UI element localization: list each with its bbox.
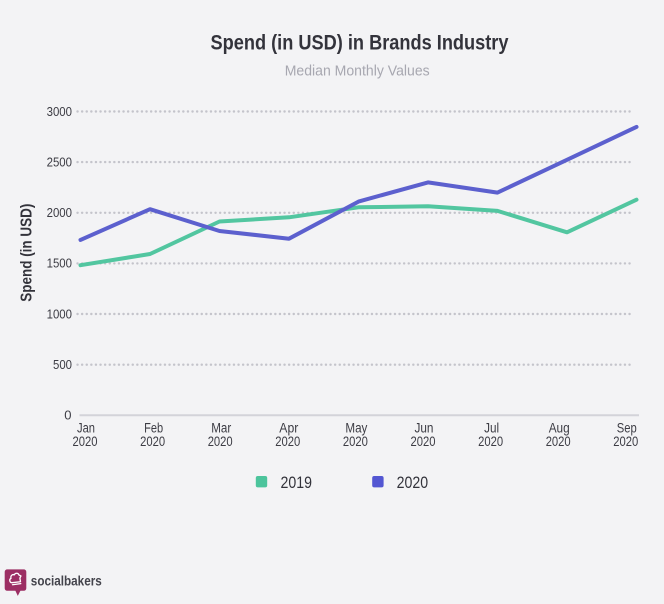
svg-text:socialbakers: socialbakers (31, 572, 102, 588)
svg-text:Jun: Jun (415, 421, 434, 436)
svg-text:0: 0 (64, 408, 71, 423)
svg-text:Spend (in USD): Spend (in USD) (19, 204, 36, 302)
svg-text:2020: 2020 (343, 434, 368, 449)
svg-text:Apr: Apr (279, 421, 298, 436)
svg-text:2500: 2500 (47, 154, 72, 169)
svg-text:Jan: Jan (77, 421, 95, 436)
svg-text:2020: 2020 (208, 434, 233, 449)
svg-text:1000: 1000 (47, 306, 72, 321)
svg-text:2020: 2020 (411, 434, 436, 449)
svg-text:2020: 2020 (613, 434, 638, 449)
svg-text:2020: 2020 (73, 434, 98, 449)
svg-text:Spend (in USD) in Brands Indus: Spend (in USD) in Brands Industry (211, 32, 509, 55)
svg-text:2020: 2020 (140, 434, 165, 449)
svg-text:Median Monthly Values: Median Monthly Values (285, 63, 430, 80)
svg-text:500: 500 (53, 357, 72, 372)
svg-text:May: May (345, 421, 367, 436)
svg-text:Mar: Mar (211, 421, 231, 436)
svg-text:2020: 2020 (397, 473, 429, 492)
svg-text:Jul: Jul (484, 421, 499, 436)
svg-text:2000: 2000 (47, 205, 72, 220)
svg-text:3000: 3000 (47, 104, 72, 119)
svg-text:Sep: Sep (617, 421, 637, 436)
svg-text:2020: 2020 (275, 434, 300, 449)
svg-text:2019: 2019 (281, 473, 313, 492)
svg-text:Aug: Aug (549, 421, 570, 436)
svg-text:Feb: Feb (144, 421, 163, 436)
svg-text:1500: 1500 (47, 256, 72, 271)
svg-text:2020: 2020 (546, 434, 571, 449)
svg-text:2020: 2020 (478, 434, 503, 449)
